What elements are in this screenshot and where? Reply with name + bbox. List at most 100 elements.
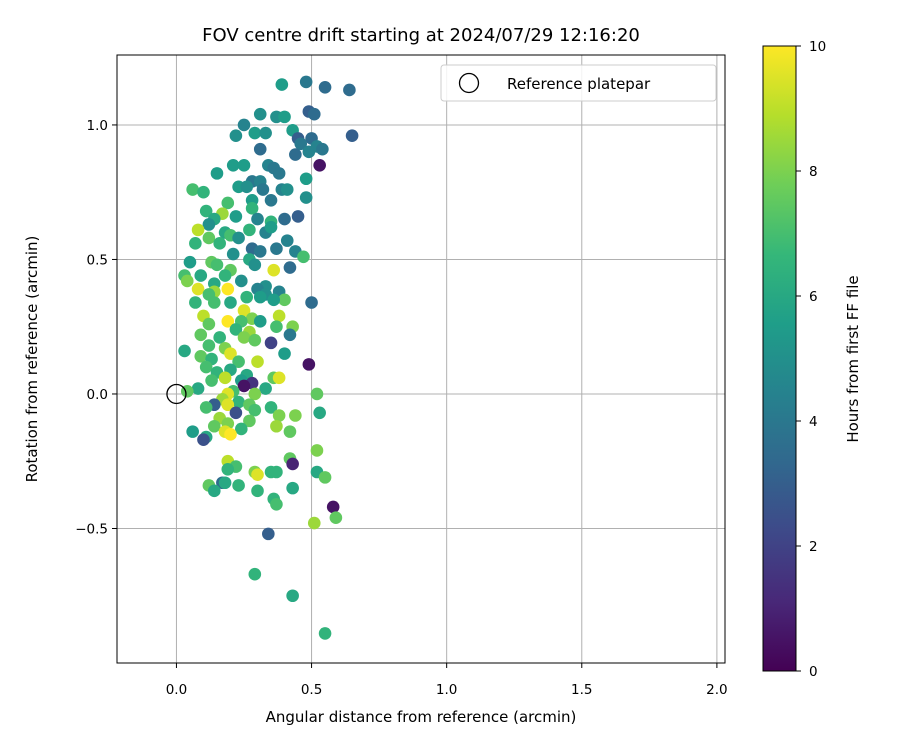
data-point (280, 234, 294, 247)
data-point (235, 274, 248, 288)
data-point (270, 419, 283, 433)
y-axis-ticks: −0.5 0.0 0.5 1.0 (75, 118, 117, 537)
x-tick-label: 0.5 (301, 682, 322, 698)
data-point (207, 484, 221, 498)
data-point (272, 167, 286, 180)
data-point (253, 245, 267, 258)
data-point (194, 350, 208, 363)
data-point (262, 527, 275, 541)
data-point (275, 78, 289, 91)
data-points (178, 75, 359, 640)
data-point (221, 196, 235, 210)
data-point (270, 465, 283, 479)
data-point (259, 382, 272, 395)
data-point (248, 387, 262, 401)
data-point (178, 344, 191, 358)
data-point (224, 296, 237, 309)
colorbar-tick-label: 2 (809, 539, 818, 555)
data-point (305, 296, 318, 309)
data-point (243, 223, 256, 237)
reference-point-circle (166, 383, 187, 405)
data-point (286, 589, 299, 603)
colorbar-tick-label: 0 (809, 664, 818, 680)
data-point (183, 255, 197, 269)
data-point (205, 374, 218, 387)
data-point (248, 126, 262, 140)
data-point (248, 403, 262, 417)
data-point (186, 183, 199, 196)
data-point (189, 237, 202, 250)
data-point (264, 220, 278, 234)
data-point (240, 290, 254, 304)
legend-box (440, 64, 717, 102)
data-point (278, 212, 291, 226)
x-tick-label: 2.0 (706, 682, 727, 698)
data-point (202, 218, 216, 231)
data-point (283, 425, 297, 438)
data-point (345, 129, 359, 143)
colorbar-label: Hours from first FF file (844, 275, 862, 442)
data-point (299, 75, 313, 89)
data-point (267, 263, 281, 277)
data-point (197, 185, 210, 199)
data-point (237, 379, 251, 393)
data-point (243, 414, 256, 428)
data-point (280, 183, 294, 196)
data-point (210, 167, 224, 180)
plot-area-frame (116, 54, 726, 664)
data-point (232, 231, 245, 245)
data-point (318, 80, 332, 94)
y-tick-label: 1.0 (87, 118, 108, 134)
data-point (294, 137, 308, 151)
data-point (207, 296, 221, 309)
data-point (207, 419, 221, 433)
data-point (253, 107, 267, 121)
data-point (297, 250, 310, 264)
data-point (264, 193, 278, 207)
data-point (221, 398, 235, 412)
data-point (299, 172, 313, 186)
colorbar-tick-label: 10 (809, 39, 826, 55)
data-point (202, 339, 216, 352)
data-point (251, 468, 264, 481)
y-tick-label: 0.0 (87, 387, 108, 403)
data-point (248, 258, 262, 272)
data-point (237, 118, 251, 132)
data-point (221, 463, 235, 476)
data-point (191, 382, 205, 395)
data-point (235, 422, 248, 436)
data-point (253, 290, 267, 304)
data-point (318, 627, 332, 640)
data-point (224, 347, 237, 360)
data-point (237, 304, 251, 317)
data-point (221, 282, 235, 296)
data-point (251, 212, 264, 226)
data-point (251, 484, 264, 498)
data-point (291, 210, 305, 223)
colorbar (762, 45, 797, 672)
data-point (251, 355, 264, 368)
data-point (232, 395, 245, 409)
data-point (278, 347, 291, 360)
data-point (272, 409, 286, 422)
data-point (232, 479, 245, 492)
colorbar-tick-label: 6 (809, 289, 818, 305)
y-tick-label: −0.5 (75, 521, 108, 537)
data-point (270, 320, 283, 334)
data-point (278, 293, 291, 307)
data-point (237, 159, 251, 172)
data-point (310, 444, 324, 457)
data-point (286, 481, 299, 495)
data-point (226, 159, 240, 172)
data-point (316, 142, 329, 156)
data-point (226, 247, 240, 261)
data-point (326, 500, 340, 514)
data-point (278, 110, 291, 124)
data-point (264, 336, 278, 350)
data-point (289, 148, 302, 161)
y-tick-label: 0.5 (87, 252, 108, 268)
data-point (229, 323, 243, 336)
data-point (248, 567, 262, 581)
data-point (343, 83, 356, 97)
